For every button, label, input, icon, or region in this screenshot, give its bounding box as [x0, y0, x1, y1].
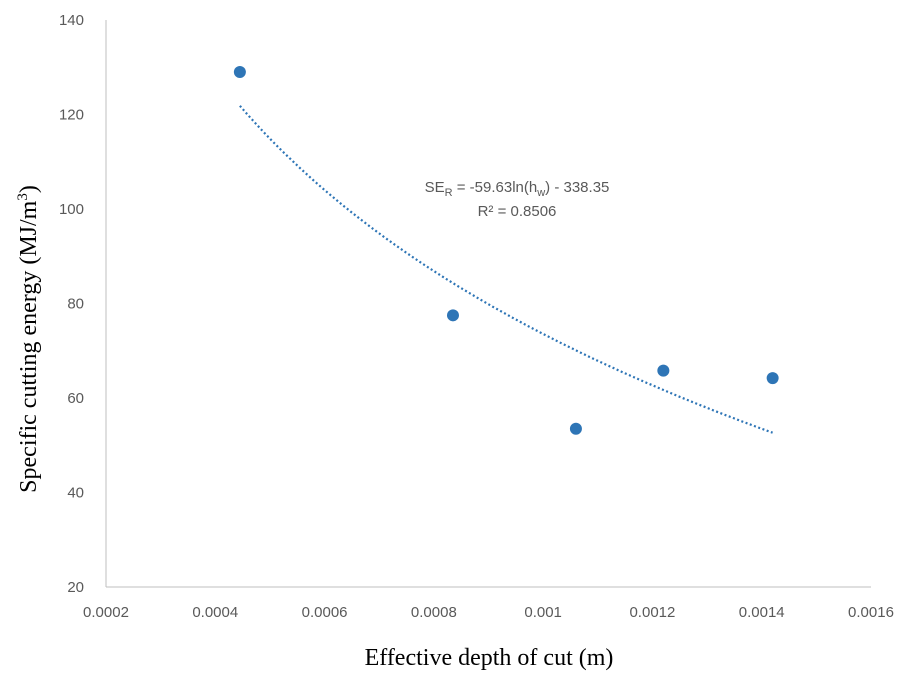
r-squared-label: R² = 0.8506	[478, 203, 557, 220]
y-tick-labels: 20 40 60 80 100 120 140	[59, 12, 84, 596]
y-tick-label: 80	[67, 296, 84, 313]
data-point	[569, 422, 582, 435]
trendline-equation: SER = -59.63ln(hw) - 338.35	[425, 179, 610, 199]
x-tick-label: 0.0006	[302, 604, 348, 621]
data-point	[766, 372, 779, 385]
trendline	[239, 105, 773, 434]
x-tick-label: 0.0004	[192, 604, 238, 621]
data-points	[233, 65, 779, 435]
y-tick-label: 20	[67, 579, 84, 596]
data-point	[233, 65, 246, 78]
data-point	[657, 364, 670, 377]
x-tick-label: 0.0012	[629, 604, 675, 621]
y-tick-label: 40	[67, 485, 84, 502]
y-axis-title: Specific cutting energy (MJ/m3)	[15, 185, 42, 493]
x-axis-title: Effective depth of cut (m)	[365, 645, 614, 671]
x-tick-label: 0.0014	[739, 604, 785, 621]
y-tick-label: 60	[67, 390, 84, 407]
x-tick-label: 0.0008	[411, 604, 457, 621]
axes	[105, 20, 871, 588]
x-tick-label: 0.001	[524, 604, 562, 621]
y-tick-label: 140	[59, 12, 84, 29]
x-tick-label: 0.0016	[848, 604, 894, 621]
y-tick-label: 120	[59, 107, 84, 124]
data-point	[446, 309, 459, 322]
y-tick-label: 100	[59, 201, 84, 218]
x-tick-label: 0.0002	[83, 604, 129, 621]
trendline-group	[239, 105, 773, 434]
x-tick-labels: 0.0002 0.0004 0.0006 0.0008 0.001 0.0012 0.001…	[83, 604, 894, 621]
